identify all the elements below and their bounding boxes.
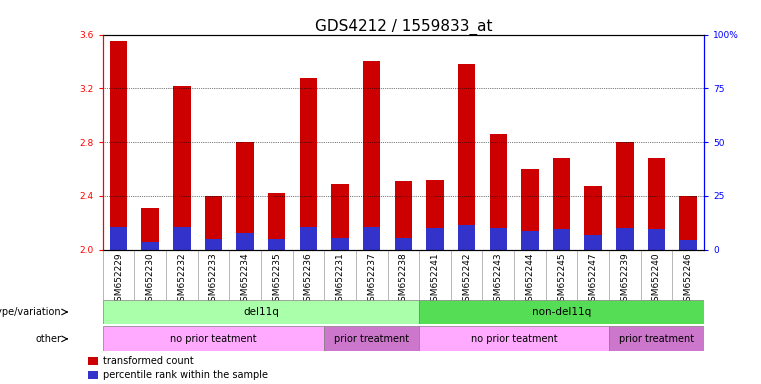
Bar <box>552 158 570 250</box>
Text: GSM652239: GSM652239 <box>620 252 629 307</box>
Bar <box>458 64 476 250</box>
Bar <box>237 233 254 250</box>
Text: GSM652237: GSM652237 <box>368 252 376 307</box>
Text: GSM652229: GSM652229 <box>114 252 123 307</box>
Bar <box>521 231 539 250</box>
Bar <box>331 238 349 250</box>
Bar <box>237 142 254 250</box>
Bar <box>268 239 285 250</box>
Bar <box>103 300 419 324</box>
Text: percentile rank within the sample: percentile rank within the sample <box>103 370 268 380</box>
Text: prior treatment: prior treatment <box>619 334 694 344</box>
Text: GSM652240: GSM652240 <box>652 252 661 307</box>
Text: GSM652234: GSM652234 <box>240 252 250 307</box>
Bar <box>142 208 159 250</box>
Bar <box>205 196 222 250</box>
Text: other: other <box>35 334 62 344</box>
Bar <box>110 227 127 250</box>
Text: GSM652233: GSM652233 <box>209 252 218 307</box>
Text: GSM652236: GSM652236 <box>304 252 313 307</box>
Bar <box>419 300 704 324</box>
Text: no prior teatment: no prior teatment <box>170 334 256 344</box>
Bar <box>648 230 665 250</box>
Text: genotype/variation: genotype/variation <box>0 307 62 317</box>
Text: GSM652230: GSM652230 <box>145 252 154 307</box>
Bar <box>584 235 602 250</box>
Bar <box>300 78 317 250</box>
Text: del11q: del11q <box>243 307 279 317</box>
Bar <box>110 41 127 250</box>
Text: GSM652247: GSM652247 <box>589 252 597 307</box>
Text: prior treatment: prior treatment <box>334 334 409 344</box>
Bar <box>419 326 609 351</box>
Text: GSM652231: GSM652231 <box>336 252 345 307</box>
Bar <box>268 193 285 250</box>
Bar <box>489 228 507 250</box>
Bar <box>616 228 633 250</box>
Bar <box>680 240 697 250</box>
Bar <box>103 326 324 351</box>
Text: GSM652241: GSM652241 <box>431 252 439 307</box>
Text: GSM652232: GSM652232 <box>177 252 186 307</box>
Bar <box>174 227 190 250</box>
Bar <box>426 228 444 250</box>
Bar <box>648 158 665 250</box>
Title: GDS4212 / 1559833_at: GDS4212 / 1559833_at <box>314 18 492 35</box>
Bar <box>300 227 317 250</box>
Text: GSM652243: GSM652243 <box>494 252 503 307</box>
Bar <box>426 180 444 250</box>
Text: GSM652242: GSM652242 <box>462 252 471 306</box>
Text: GSM652246: GSM652246 <box>683 252 693 307</box>
Bar <box>395 238 412 250</box>
Text: GSM652244: GSM652244 <box>525 252 534 306</box>
Text: GSM652235: GSM652235 <box>272 252 282 307</box>
Bar <box>584 187 602 250</box>
Bar <box>521 169 539 250</box>
Bar <box>609 326 704 351</box>
Bar <box>680 196 697 250</box>
Text: GSM652238: GSM652238 <box>399 252 408 307</box>
Bar <box>324 326 419 351</box>
Text: transformed count: transformed count <box>103 356 193 366</box>
Bar <box>363 61 380 250</box>
Bar <box>88 357 98 366</box>
Bar <box>458 225 476 250</box>
Bar <box>616 142 633 250</box>
Bar <box>363 227 380 250</box>
Bar <box>331 184 349 250</box>
Bar <box>142 242 159 250</box>
Bar <box>174 86 190 250</box>
Bar <box>489 134 507 250</box>
Bar <box>395 181 412 250</box>
Text: GSM652245: GSM652245 <box>557 252 566 307</box>
Text: non-del11q: non-del11q <box>532 307 591 317</box>
Text: no prior teatment: no prior teatment <box>471 334 557 344</box>
Bar <box>552 230 570 250</box>
Bar <box>88 371 98 379</box>
Bar <box>205 239 222 250</box>
